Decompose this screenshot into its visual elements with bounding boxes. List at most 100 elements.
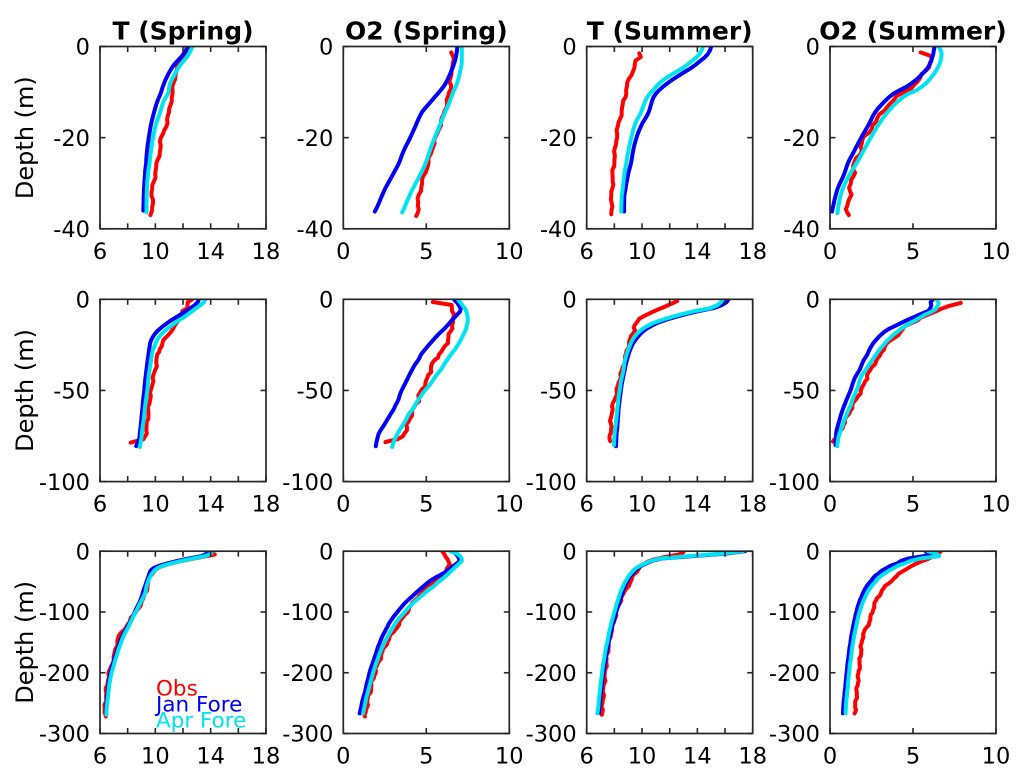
ytick-label-s24--100: -100 — [769, 470, 820, 496]
profile-line-jan-s21 — [134, 299, 201, 449]
ytick-label-s23-0: 0 — [562, 288, 576, 314]
xtick-label-s12-10: 10 — [495, 239, 524, 265]
xtick-label-s21-18: 18 — [252, 492, 281, 518]
profile-line-apr-s11 — [144, 46, 195, 215]
subplot-s33: 6 10 14 18 0 -100 -200 -300 — [526, 539, 767, 769]
xtick-label-s13-18: 18 — [738, 239, 767, 265]
subplot-s23: 6 10 14 18 0 -50 -100 — [526, 288, 767, 518]
curves-s13 — [608, 46, 714, 217]
ytick-label-s34-0: 0 — [806, 539, 820, 565]
xtick-label-s23-6: 6 — [580, 492, 594, 518]
profile-line-jan-s33 — [596, 551, 748, 715]
ytick-label-s12--20: -20 — [297, 126, 334, 152]
ytick-label-s14--40: -40 — [783, 217, 820, 243]
ytick-label-s21-0: 0 — [76, 288, 90, 314]
ytick-label-s22--50: -50 — [297, 379, 334, 405]
ytick-label-s13-0: 0 — [562, 35, 576, 61]
ytick-label-s22--100: -100 — [282, 470, 333, 496]
xtick-label-s11-18: 18 — [252, 239, 281, 265]
ticks-s33 — [585, 550, 754, 735]
profile-line-jan-s23 — [614, 299, 731, 449]
ytick-label-s24--50: -50 — [783, 379, 820, 405]
y-axis-label-s31: Depth (m) — [11, 581, 39, 704]
ytick-label-s22-0: 0 — [319, 288, 333, 314]
profile-line-jan-s12 — [372, 46, 460, 214]
ytick-label-s21--100: -100 — [39, 470, 90, 496]
subplot-title-s13: T (Summer) — [587, 17, 753, 46]
curves-s32 — [357, 551, 464, 719]
subplot-s13: 6 10 14 18 0 -20 -40 T (Summer) — [540, 17, 767, 265]
subplot-s32: 0 5 10 0 -100 -200 -300 — [282, 539, 523, 769]
ticks-s12 — [342, 45, 511, 230]
curves-s24 — [831, 299, 963, 449]
xtick-label-s21-14: 14 — [196, 492, 225, 518]
ytick-label-s14--20: -20 — [783, 126, 820, 152]
xtick-label-s31-18: 18 — [252, 744, 281, 770]
xtick-label-s32-0: 0 — [336, 744, 350, 770]
xtick-label-s21-10: 10 — [141, 492, 170, 518]
ticks-s23 — [585, 298, 754, 483]
xtick-label-s32-10: 10 — [495, 744, 524, 770]
axes-box-s14 — [829, 45, 997, 230]
ticks-s31 — [99, 550, 267, 735]
xtick-label-s24-5: 5 — [906, 492, 920, 518]
profile-line-apr-s24 — [835, 299, 941, 449]
ytick-label-s31-0: 0 — [76, 539, 90, 565]
profile-line-apr-s33 — [595, 551, 745, 716]
subplot-title-s11: T (Spring) — [112, 17, 253, 46]
ytick-label-s12-0: 0 — [319, 35, 333, 61]
profile-line-apr-s14 — [835, 46, 944, 216]
legend-label-apr: Apr Fore — [156, 709, 246, 734]
ticks-s24 — [829, 298, 997, 483]
ytick-label-s33--200: -200 — [526, 661, 577, 687]
curves-s12 — [372, 46, 464, 218]
profile-line-jan-s11 — [141, 46, 191, 213]
ytick-label-s33-0: 0 — [562, 539, 576, 565]
subplot-title-s12: O2 (Spring) — [345, 17, 508, 46]
ytick-label-s13--40: -40 — [540, 217, 577, 243]
profile-line-apr-s22 — [390, 299, 470, 449]
ytick-label-s24-0: 0 — [806, 288, 820, 314]
xtick-label-s33-10: 10 — [628, 744, 657, 770]
xtick-label-s22-0: 0 — [336, 492, 350, 518]
curves-s34 — [840, 551, 943, 716]
subplot-s34: 0 5 10 0 -100 -200 -300 — [769, 539, 1010, 769]
ytick-label-s23--100: -100 — [526, 470, 577, 496]
ytick-label-s31--300: -300 — [39, 722, 90, 748]
y-axis-label-s21: Depth (m) — [11, 329, 39, 452]
xtick-label-s14-10: 10 — [982, 239, 1011, 265]
xtick-label-s24-0: 0 — [823, 492, 837, 518]
xtick-label-s33-18: 18 — [738, 744, 767, 770]
legend-label-jan: Jan Fore — [154, 693, 242, 718]
xtick-label-s31-10: 10 — [141, 744, 170, 770]
ytick-label-s32--200: -200 — [282, 661, 333, 687]
xtick-label-s34-10: 10 — [982, 744, 1011, 770]
xtick-label-s23-10: 10 — [628, 492, 657, 518]
curves-s31 — [102, 551, 217, 719]
profile-line-jan-s32 — [357, 551, 462, 716]
profile-line-apr-s32 — [361, 551, 464, 716]
curves-s22 — [373, 299, 470, 449]
subplot-s12: 0 5 10 0 -20 -40 O2 (Spring) — [297, 17, 524, 265]
curves-s33 — [595, 551, 748, 717]
ytick-label-s33--300: -300 — [526, 722, 577, 748]
ytick-label-s32--100: -100 — [282, 600, 333, 626]
legend-label-obs: Obs — [156, 677, 198, 702]
xtick-label-s23-14: 14 — [683, 492, 712, 518]
profile-line-apr-s12 — [400, 46, 464, 215]
ytick-label-s32-0: 0 — [319, 539, 333, 565]
xtick-label-s14-5: 5 — [906, 239, 920, 265]
subplot-s24: 0 5 10 0 -50 -100 — [769, 288, 1010, 518]
profile-line-obs-s22 — [383, 300, 456, 445]
y-axis-label-s11: Depth (m) — [11, 76, 39, 199]
xtick-label-s34-0: 0 — [823, 744, 837, 770]
subplot-s14: 0 5 10 0 -20 -40 O2 (Summer) — [783, 17, 1010, 265]
ytick-label-s31--200: -200 — [39, 661, 90, 687]
subplot-s11: 6 10 14 18 0 -20 -40 T (Spring) Depth (m) — [11, 17, 280, 265]
ytick-label-s12--40: -40 — [297, 217, 334, 243]
ytick-label-s34--100: -100 — [769, 600, 820, 626]
xtick-label-s23-18: 18 — [738, 492, 767, 518]
ytick-label-s11-0: 0 — [76, 35, 90, 61]
axes-box-s12 — [342, 45, 511, 230]
